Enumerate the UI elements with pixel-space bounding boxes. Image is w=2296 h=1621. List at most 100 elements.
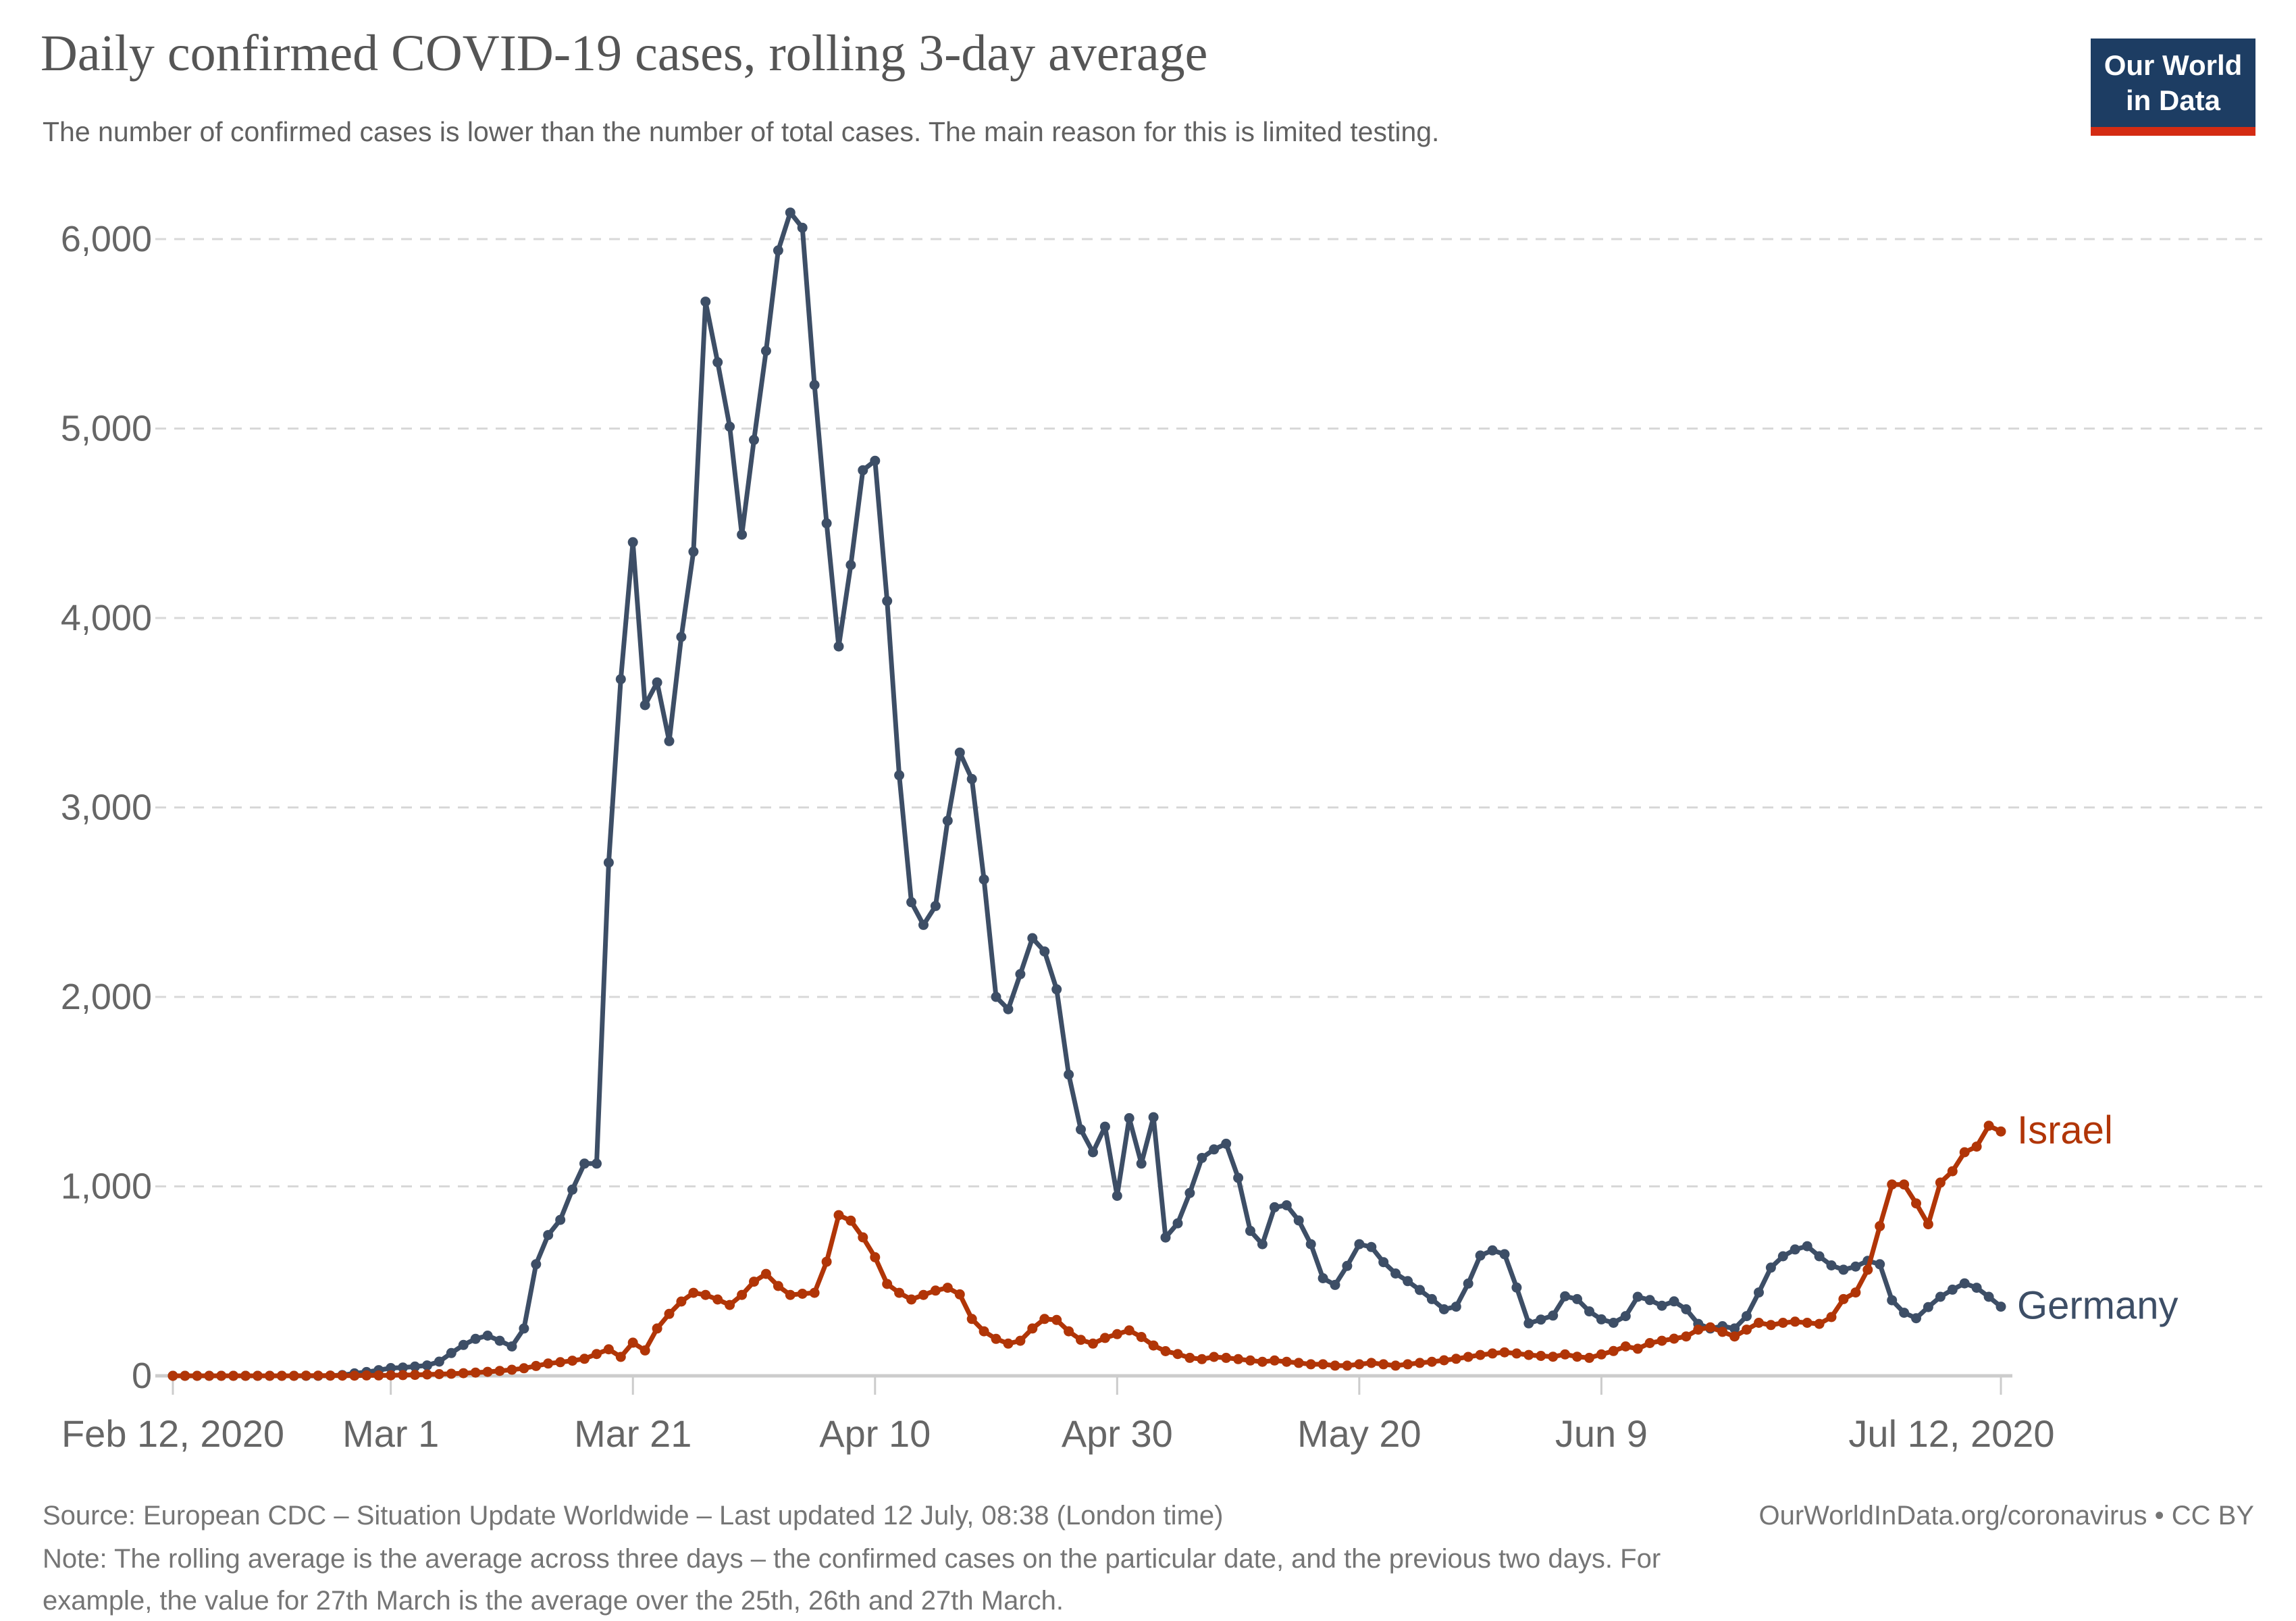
israel-data-point [180, 1370, 190, 1381]
germany-data-point [1838, 1264, 1849, 1275]
germany-data-point [1754, 1287, 1764, 1298]
israel-data-point [785, 1289, 795, 1300]
x-axis-tick-label: Feb 12, 2020 [61, 1412, 284, 1455]
israel-data-point [1536, 1351, 1546, 1361]
israel-data-point [1209, 1352, 1220, 1362]
israel-data-point [543, 1358, 554, 1369]
israel-data-point [410, 1370, 420, 1381]
germany-data-point [1160, 1232, 1171, 1243]
israel-data-point [1802, 1318, 1812, 1328]
israel-data-point [506, 1364, 517, 1375]
israel-data-point [858, 1232, 868, 1243]
germany-data-point [942, 815, 953, 826]
germany-data-point [446, 1347, 456, 1358]
germany-data-point [1572, 1293, 1582, 1304]
germany-data-point [1584, 1306, 1594, 1317]
israel-data-point [1826, 1312, 1837, 1322]
israel-data-point [664, 1308, 675, 1319]
israel-data-point [1245, 1355, 1255, 1366]
israel-data-point [1342, 1360, 1353, 1371]
israel-data-point [1499, 1347, 1510, 1358]
germany-data-point [1875, 1259, 1885, 1270]
germany-data-point [1596, 1314, 1607, 1324]
israel-data-point [1584, 1352, 1594, 1363]
series-label-germany: Germany [2017, 1284, 2178, 1328]
germany-data-point [1076, 1124, 1086, 1135]
israel-data-point [1947, 1166, 1958, 1177]
germany-data-point [482, 1331, 493, 1341]
germany-data-point [1330, 1279, 1340, 1290]
israel-data-point [1814, 1318, 1825, 1329]
owid-url-link[interactable]: OurWorldInData.org/coronavirus • CC BY [1758, 1501, 2254, 1530]
germany-data-point [760, 346, 771, 356]
israel-data-point [349, 1370, 360, 1381]
israel-data-point [1911, 1198, 1921, 1209]
israel-data-point [555, 1357, 566, 1368]
israel-data-point [954, 1289, 965, 1300]
israel-data-point [1523, 1349, 1534, 1360]
germany-data-point [1451, 1302, 1461, 1312]
germany-data-point [1959, 1278, 1970, 1289]
germany-data-point [603, 857, 614, 868]
israel-data-point [1560, 1349, 1571, 1360]
israel-data-point [1293, 1358, 1304, 1368]
israel-data-point [1475, 1349, 1486, 1360]
israel-data-point [531, 1360, 542, 1371]
x-axis-tick-label: Apr 10 [819, 1412, 931, 1455]
germany-data-point [1305, 1239, 1316, 1250]
israel-data-point [1742, 1324, 1752, 1335]
israel-data-point [192, 1370, 203, 1381]
israel-data-point [325, 1370, 336, 1381]
germany-data-point [1765, 1262, 1776, 1273]
y-axis-tick-label: 1,000 [61, 1166, 152, 1207]
israel-data-point [966, 1314, 977, 1324]
germany-data-point [410, 1361, 420, 1372]
israel-data-point [1862, 1264, 1873, 1275]
israel-data-point [1426, 1356, 1437, 1367]
germany-data-point [773, 245, 783, 256]
germany-data-point [1777, 1251, 1788, 1262]
israel-data-point [1136, 1332, 1147, 1342]
owid-logo-text: Our World in Data [2091, 48, 2255, 118]
israel-data-point [1608, 1345, 1619, 1356]
israel-data-point [821, 1256, 832, 1267]
israel-data-point [1644, 1338, 1655, 1348]
germany-data-point [1027, 933, 1038, 944]
germany-data-point [652, 677, 662, 688]
israel-data-point [1112, 1329, 1122, 1339]
israel-data-point [1269, 1355, 1280, 1366]
israel-data-point [1754, 1318, 1764, 1328]
germany-data-point [1293, 1215, 1304, 1226]
israel-data-point [204, 1370, 215, 1381]
israel-data-point [592, 1349, 602, 1360]
israel-data-point [1995, 1126, 2006, 1137]
israel-data-point [1983, 1121, 1994, 1131]
israel-data-point [1197, 1354, 1207, 1364]
germany-data-point [1669, 1296, 1679, 1307]
y-axis-tick-label: 0 [132, 1356, 152, 1396]
germany-data-point [858, 465, 868, 475]
germany-data-point [1729, 1323, 1740, 1334]
israel-data-point [264, 1370, 275, 1381]
israel-data-point [240, 1370, 251, 1381]
israel-data-point [833, 1210, 844, 1220]
germany-data-point [470, 1333, 481, 1344]
germany-data-point [1172, 1218, 1183, 1229]
israel-data-point [1899, 1179, 1910, 1190]
israel-data-point [579, 1354, 590, 1364]
germany-data-point [676, 632, 687, 642]
germany-data-point [1632, 1291, 1643, 1302]
israel-data-point [1354, 1359, 1365, 1370]
germany-data-point [797, 222, 808, 233]
germany-data-point [1064, 1069, 1074, 1080]
germany-data-point [1257, 1239, 1268, 1250]
israel-data-point [482, 1366, 493, 1377]
germany-data-point [1112, 1191, 1122, 1201]
israel-line [170, 1123, 2004, 1379]
germany-data-point [494, 1335, 505, 1346]
israel-data-point [301, 1370, 311, 1381]
germany-data-point [1124, 1113, 1134, 1123]
germany-data-point [1342, 1260, 1353, 1271]
israel-data-point [991, 1333, 1001, 1344]
germany-data-point [688, 546, 699, 557]
